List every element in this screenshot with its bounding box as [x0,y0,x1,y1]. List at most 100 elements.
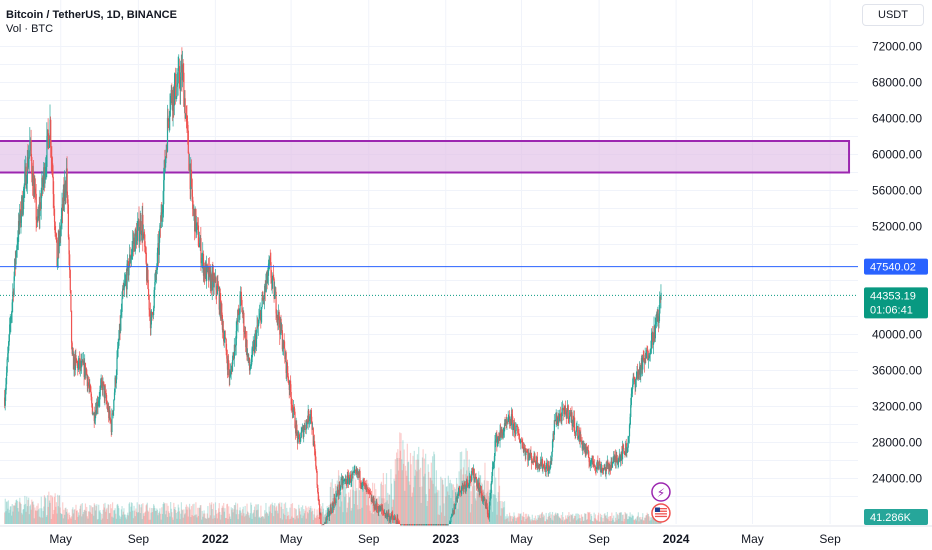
volume-bar [248,515,250,524]
candle-body [493,456,496,463]
volume-bar [163,502,165,524]
volume-indicator-label[interactable]: Vol · BTC [6,23,54,35]
volume-bar [582,521,585,524]
volume-bar [11,504,13,524]
volume-bar [8,512,10,524]
volume-bar [342,482,345,524]
candle-body [142,233,145,239]
volume-bar [519,513,521,524]
candle-body [565,413,567,419]
candle-body [140,221,142,236]
candle-body [550,460,552,468]
candle-body [277,314,279,321]
volume-bar [211,502,213,524]
volume-bar [340,491,342,524]
candle-body [284,348,286,359]
volume-bar [43,495,46,524]
volume-bar [473,474,475,524]
volume-bar [207,506,209,524]
symbol-title[interactable]: Bitcoin / TetherUS, 1D, BINANCE [6,9,177,21]
candle-body [534,461,537,464]
volume-bar [474,485,476,524]
candle-body [577,437,579,439]
candle-body [357,471,359,475]
event-icons[interactable]: ⚡ [651,482,671,523]
candle-body [9,323,11,325]
candle-body [69,269,71,291]
volume-bar [514,517,516,524]
candle-body [481,495,484,500]
candle-body [200,238,202,264]
candle-body [488,505,490,518]
candle-body [396,518,398,524]
candle-body [98,400,100,404]
volume-bar [378,514,380,524]
volume-bar [219,511,221,524]
volume-bar [77,512,80,524]
candle-body [129,254,131,263]
volume-bar [464,483,466,524]
volume-bar [404,465,407,524]
candle-body [501,429,503,434]
volume-bar [547,516,549,524]
candle-body [657,316,659,318]
candle-body [62,204,64,211]
candle-body [461,487,463,495]
candle-body [220,303,222,319]
volume-bar [428,488,431,524]
candle-body [550,460,552,462]
candle-body [382,510,384,513]
candle-body [74,356,76,371]
volume-bar [60,514,63,524]
resistance-zone[interactable] [0,140,851,174]
candle-body [654,325,656,339]
price-axis-label: 40000.00 [872,328,922,342]
volume-bar [72,507,74,524]
volume-bar [508,521,510,524]
candle-body [532,461,535,463]
candle-body [349,474,352,483]
volume-bar [76,510,78,524]
volume-bar [496,501,499,524]
candle-body [360,482,362,484]
volume-bar [551,511,554,524]
candle-body [132,241,135,244]
volume-bar [89,512,92,524]
candle-body [180,72,182,91]
candle-body [590,462,592,464]
candle-body [152,313,154,316]
candle-body [320,513,322,524]
volume-bar [635,520,638,524]
candle-body [656,313,658,318]
volume-bar [450,497,452,524]
candle-body [627,436,629,448]
volume-bar [529,519,532,524]
candle-body [456,497,458,499]
currency-selector[interactable]: USDT [862,4,924,26]
volume-bar [556,513,558,524]
volume-bar [94,510,97,524]
candle-body [484,497,486,503]
price-axis[interactable]: 72000.0068000.0064000.0060000.0056000.00… [859,30,932,550]
volume-bar [510,521,513,524]
candle-body [370,494,372,502]
volume-bar [442,484,444,524]
volume-bar [156,508,158,524]
volume-bar [262,516,265,524]
volume-bar [13,505,15,524]
candle-body [35,193,37,220]
candle-body [18,220,20,226]
volume-bars [4,432,662,524]
time-axis[interactable]: May Sep 2022 May Sep 2023 May Sep 2024 May Sep [0,525,932,550]
candle-body [577,426,579,439]
volume-bar [173,502,175,524]
volume-bar [197,515,200,524]
volume-bar [187,516,189,524]
candle-body [536,456,538,468]
flag-stripe [654,508,667,510]
volume-bar [19,497,21,524]
candle-body [649,352,651,355]
candle-body [39,202,41,217]
